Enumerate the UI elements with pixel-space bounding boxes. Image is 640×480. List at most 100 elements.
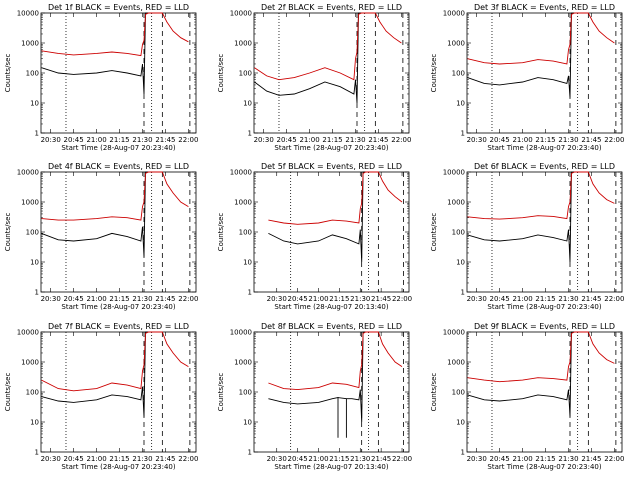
y-tick-label: 1000 xyxy=(447,40,465,48)
y-tick-label: 100 xyxy=(26,389,39,397)
x-tick-label: 21:30 xyxy=(132,455,152,463)
y-tick-label: 1000 xyxy=(447,199,465,207)
x-tick-label: 22:00 xyxy=(604,295,624,303)
x-tick-label: 21:00 xyxy=(308,295,328,303)
x-tick-label: 21:15 xyxy=(322,136,342,144)
x-axis-label: Start Time (28-Aug-07 20:13:40) xyxy=(274,463,388,471)
x-tick-label: 20:45 xyxy=(490,136,510,144)
x-tick-label: 20:30 xyxy=(41,455,61,463)
lld-series-line xyxy=(41,331,189,392)
plot-frame xyxy=(466,171,623,293)
x-tick-label: 20:30 xyxy=(267,455,287,463)
events-series-line xyxy=(41,12,149,95)
x-tick-label: 21:45 xyxy=(581,455,601,463)
x-tick-label: 22:00 xyxy=(604,136,624,144)
lld-series-line xyxy=(467,12,615,65)
y-tick-label: 100 xyxy=(26,229,39,237)
y-tick-label: 10000 xyxy=(230,329,252,337)
x-tick-label: 20:45 xyxy=(288,455,308,463)
x-tick-label: 21:15 xyxy=(535,455,555,463)
y-axis-label: Counts/sec xyxy=(217,373,225,412)
x-tick-label: 21:45 xyxy=(371,295,391,303)
y-tick-label: 10 xyxy=(243,419,252,427)
chart-panel-5: Det 5f BLACK = Events, RED = LLD 1 10 100 10… xyxy=(217,162,412,311)
x-tick-label: 22:00 xyxy=(392,295,412,303)
x-tick-label: 21:00 xyxy=(86,136,106,144)
y-axis-label: Counts/sec xyxy=(430,54,438,93)
x-tick-label: 21:30 xyxy=(345,136,365,144)
x-axis-label: Start Time (28-Aug-07 20:13:40) xyxy=(274,303,388,311)
x-tick-label: 21:00 xyxy=(512,136,532,144)
x-axis-label: Start Time (28-Aug-07 20:23:40) xyxy=(274,144,388,152)
y-axis-label: Counts/sec xyxy=(4,213,12,252)
x-tick-label: 21:30 xyxy=(132,295,152,303)
y-tick-label: 100 xyxy=(452,389,465,397)
x-tick-label: 21:30 xyxy=(558,455,578,463)
x-tick-label: 20:45 xyxy=(288,295,308,303)
y-tick-label: 1000 xyxy=(21,359,39,367)
y-tick-label: 10 xyxy=(30,419,39,427)
y-tick-label: 10000 xyxy=(443,10,465,18)
x-tick-label: 21:45 xyxy=(581,295,601,303)
chart-panel-8: Det 8f BLACK = Events, RED = LLD 1 10 100 10… xyxy=(217,322,412,471)
y-tick-label: 10000 xyxy=(17,10,39,18)
x-tick-label: 21:15 xyxy=(329,295,349,303)
x-tick-label: 20:45 xyxy=(64,295,84,303)
y-axis-label: Counts/sec xyxy=(217,213,225,252)
x-tick-label: 21:30 xyxy=(558,136,578,144)
chart-panel-1: Det 1f BLACK = Events, RED = LLD 1 10 100 10… xyxy=(4,3,198,152)
x-tick-label: 20:45 xyxy=(64,136,84,144)
chart-panel-6: Det 6f BLACK = Events, RED = LLD 1 10 100 10… xyxy=(430,162,624,311)
x-tick-label: 21:00 xyxy=(299,136,319,144)
chart-title: Det 5f BLACK = Events, RED = LLD xyxy=(261,162,402,171)
chart-title: Det 6f BLACK = Events, RED = LLD xyxy=(474,162,615,171)
y-tick-label: 100 xyxy=(239,389,252,397)
y-tick-label: 10000 xyxy=(17,329,39,337)
chart-title: Det 1f BLACK = Events, RED = LLD xyxy=(48,3,189,12)
x-tick-label: 22:00 xyxy=(178,455,198,463)
y-tick-label: 10 xyxy=(30,259,39,267)
x-tick-label: 21:30 xyxy=(132,136,152,144)
y-axis-label: Counts/sec xyxy=(4,373,12,412)
x-tick-label: 20:45 xyxy=(277,136,297,144)
x-tick-label: 21:45 xyxy=(155,136,175,144)
plot-frame xyxy=(40,331,197,453)
x-tick-label: 20:30 xyxy=(467,295,487,303)
y-tick-label: 1000 xyxy=(21,199,39,207)
y-tick-label: 10 xyxy=(243,100,252,108)
y-tick-label: 1 xyxy=(248,449,252,457)
y-tick-label: 10000 xyxy=(17,169,39,177)
x-tick-label: 20:30 xyxy=(467,136,487,144)
plot-frame xyxy=(40,171,197,293)
y-tick-label: 100 xyxy=(452,70,465,78)
x-tick-label: 20:45 xyxy=(490,455,510,463)
y-tick-label: 1000 xyxy=(234,359,252,367)
y-tick-label: 1000 xyxy=(21,40,39,48)
x-tick-label: 20:30 xyxy=(467,455,487,463)
y-tick-label: 1 xyxy=(248,130,252,138)
y-axis-label: Counts/sec xyxy=(430,373,438,412)
x-tick-label: 21:45 xyxy=(371,455,391,463)
y-tick-label: 10000 xyxy=(443,169,465,177)
x-tick-label: 21:00 xyxy=(308,455,328,463)
y-tick-label: 1000 xyxy=(234,199,252,207)
x-tick-label: 21:45 xyxy=(155,295,175,303)
y-tick-label: 100 xyxy=(26,70,39,78)
x-axis-label: Start Time (28-Aug-07 20:23:40) xyxy=(61,463,175,471)
chart-title: Det 7f BLACK = Events, RED = LLD xyxy=(48,322,189,331)
events-series-line xyxy=(41,331,149,417)
x-tick-label: 21:15 xyxy=(329,455,349,463)
x-tick-label: 20:45 xyxy=(490,295,510,303)
x-tick-label: 22:00 xyxy=(178,136,198,144)
y-tick-label: 10 xyxy=(30,100,39,108)
lld-series-line xyxy=(268,171,403,225)
y-tick-label: 1 xyxy=(35,289,39,297)
x-axis-label: Start Time (28-Aug-07 20:23:40) xyxy=(487,303,601,311)
events-series-line xyxy=(254,12,362,104)
plot-frame xyxy=(253,171,410,293)
y-tick-label: 10 xyxy=(456,419,465,427)
y-tick-label: 1 xyxy=(248,289,252,297)
x-tick-label: 21:30 xyxy=(350,295,370,303)
x-tick-label: 21:00 xyxy=(512,455,532,463)
x-tick-label: 21:15 xyxy=(109,295,129,303)
